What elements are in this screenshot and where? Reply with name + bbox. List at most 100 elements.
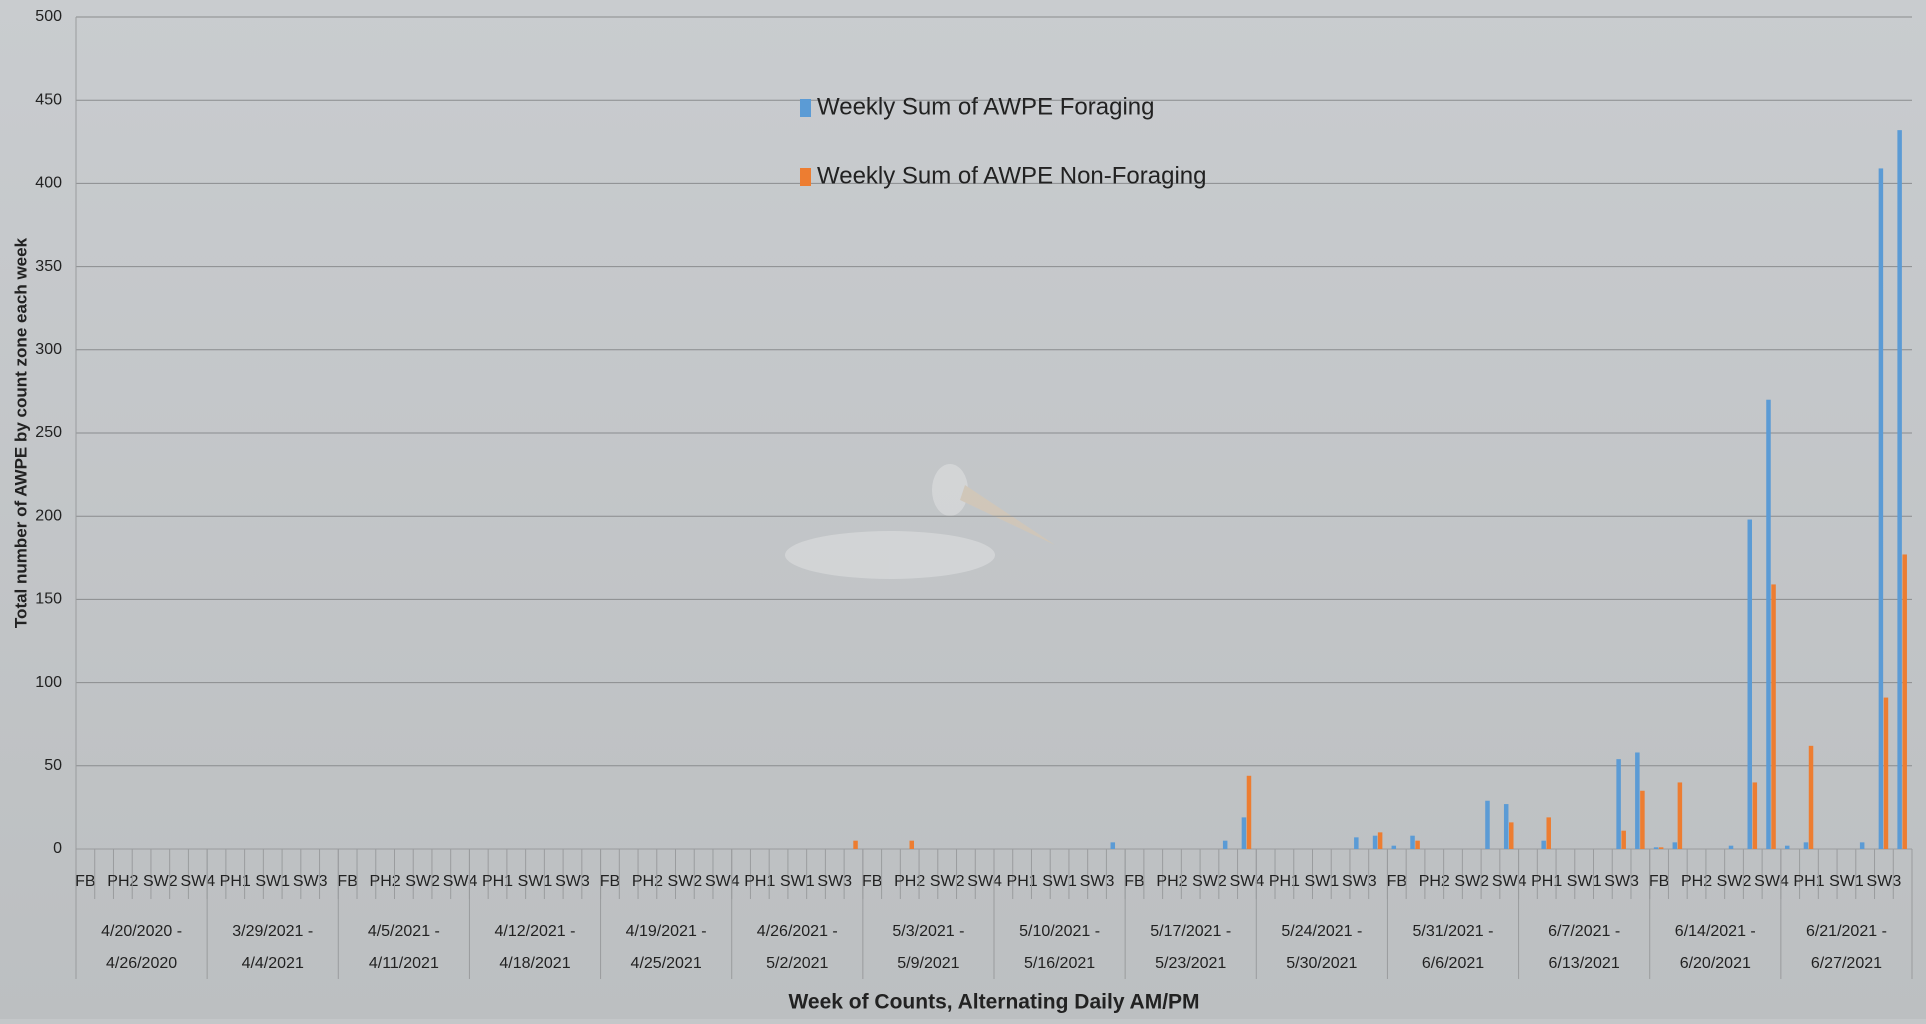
group-label-line: 5/2/2021 xyxy=(766,955,828,972)
x-tick-label: SW1 xyxy=(518,873,553,890)
group-label: 6/7/2021 - 6/13/2021 xyxy=(1548,923,1620,972)
group-label-line: 4/19/2021 - xyxy=(626,923,707,940)
x-tick-label: FB xyxy=(337,873,357,890)
x-tick-label: PH2 xyxy=(1156,873,1187,890)
x-tick-label: PH2 xyxy=(632,873,663,890)
bar xyxy=(1658,847,1664,849)
group-label-line: 5/3/2021 - xyxy=(892,923,964,940)
x-tick-label: SW3 xyxy=(1604,873,1639,890)
group-label-line: 3/29/2021 - xyxy=(232,923,313,940)
pelican-photo xyxy=(785,464,1055,579)
x-tick-label: SW1 xyxy=(1305,873,1340,890)
x-tick-label: SW4 xyxy=(443,873,478,890)
y-tick-label: 0 xyxy=(53,840,62,857)
group-label: 6/21/2021 - 6/27/2021 xyxy=(1806,923,1887,972)
y-tick-label: 150 xyxy=(35,591,62,608)
legend-swatch xyxy=(800,168,811,186)
x-tick-label: PH1 xyxy=(1531,873,1562,890)
group-label-line: 5/17/2021 - xyxy=(1150,923,1231,940)
x-tick-label: SW3 xyxy=(1342,873,1377,890)
x-tick-label: SW2 xyxy=(1192,873,1227,890)
x-tick-label: FB xyxy=(1649,873,1669,890)
bar xyxy=(1728,845,1734,849)
bar xyxy=(1752,782,1758,849)
bar xyxy=(1621,830,1626,849)
x-tick-label: SW1 xyxy=(1042,873,1077,890)
bar xyxy=(1503,804,1509,849)
bar xyxy=(909,840,915,849)
legend-label: Weekly Sum of AWPE Foraging xyxy=(817,93,1154,120)
x-tick-label: FB xyxy=(600,873,620,890)
x-tick-label: PH1 xyxy=(482,873,513,890)
x-tick-label: FB xyxy=(862,873,882,890)
x-tick-label: SW3 xyxy=(1080,873,1115,890)
x-axis-title: Week of Counts, Alternating Daily AM/PM xyxy=(788,991,1199,1014)
legend-swatch xyxy=(800,99,811,117)
x-tick-label: FB xyxy=(75,873,95,890)
bar xyxy=(1897,130,1902,850)
x-tick-label: SW4 xyxy=(967,873,1002,890)
group-label: 5/17/2021 - 5/23/2021 xyxy=(1150,923,1231,972)
x-tick-label: PH1 xyxy=(1793,873,1824,890)
bar xyxy=(1354,837,1359,849)
group-label: 3/29/2021 - 4/4/2021 xyxy=(232,923,313,972)
x-tick-label: FB xyxy=(1387,873,1407,890)
bar xyxy=(1883,697,1889,849)
x-tick-label: PH2 xyxy=(1419,873,1450,890)
x-tick-label: SW2 xyxy=(143,873,178,890)
y-axis-title: Total number of AWPE by count zone each … xyxy=(11,237,30,628)
group-label-line: 5/30/2021 xyxy=(1286,955,1357,972)
bar xyxy=(1677,782,1683,849)
bar xyxy=(1509,822,1514,849)
y-tick-label: 50 xyxy=(44,757,62,774)
group-label-line: 4/18/2021 xyxy=(499,955,570,972)
bar xyxy=(1410,835,1415,849)
legend-label: Weekly Sum of AWPE Non-Foraging xyxy=(817,162,1206,189)
group-label: 4/19/2021 - 4/25/2021 xyxy=(626,923,707,972)
y-tick-label: 350 xyxy=(35,258,62,275)
bar xyxy=(1672,842,1678,849)
x-tick-label: SW3 xyxy=(293,873,328,890)
bar xyxy=(1246,775,1252,849)
y-tick-label: 400 xyxy=(35,175,62,192)
x-tick-label: PH1 xyxy=(220,873,251,890)
group-label-line: 4/20/2020 - xyxy=(101,923,182,940)
group-label: 6/14/2021 - 6/20/2021 xyxy=(1675,923,1756,972)
group-label: 4/26/2021 - 5/2/2021 xyxy=(757,923,838,972)
x-tick-label: PH1 xyxy=(1007,873,1038,890)
x-tick-label: SW4 xyxy=(1754,873,1789,890)
bar xyxy=(1747,519,1753,849)
x-tick-label: SW4 xyxy=(1492,873,1527,890)
x-tick-label: PH1 xyxy=(744,873,775,890)
bar xyxy=(1241,817,1247,849)
bar xyxy=(1616,759,1621,849)
x-tick-label: SW2 xyxy=(668,873,703,890)
bar xyxy=(1771,584,1776,849)
bar xyxy=(1391,845,1397,849)
bar xyxy=(1222,840,1228,849)
x-tick-label: PH1 xyxy=(1269,873,1300,890)
bar xyxy=(1878,168,1884,849)
bar xyxy=(1640,790,1645,849)
group-label: 5/31/2021 - 6/6/2021 xyxy=(1413,923,1494,972)
group-label-line: 4/25/2021 xyxy=(631,955,702,972)
x-tick-label: FB xyxy=(1124,873,1144,890)
bar xyxy=(1110,842,1116,849)
group-label-line: 4/12/2021 - xyxy=(495,923,576,940)
bar xyxy=(1546,817,1551,849)
group-label-line: 4/26/2020 xyxy=(106,955,177,972)
x-tick-label: SW2 xyxy=(930,873,965,890)
y-tick-label: 500 xyxy=(35,8,62,25)
x-tick-label: PH2 xyxy=(370,873,401,890)
group-label: 4/12/2021 - 4/18/2021 xyxy=(495,923,576,972)
group-label: 5/3/2021 - 5/9/2021 xyxy=(892,923,964,972)
x-tick-label: SW4 xyxy=(1230,873,1265,890)
group-label-line: 6/14/2021 - xyxy=(1675,923,1756,940)
x-tick-label: SW2 xyxy=(1717,873,1752,890)
group-label-line: 5/31/2021 - xyxy=(1413,923,1494,940)
x-tick-label: PH2 xyxy=(1681,873,1712,890)
y-tick-label: 250 xyxy=(35,424,62,441)
bar xyxy=(853,840,858,849)
